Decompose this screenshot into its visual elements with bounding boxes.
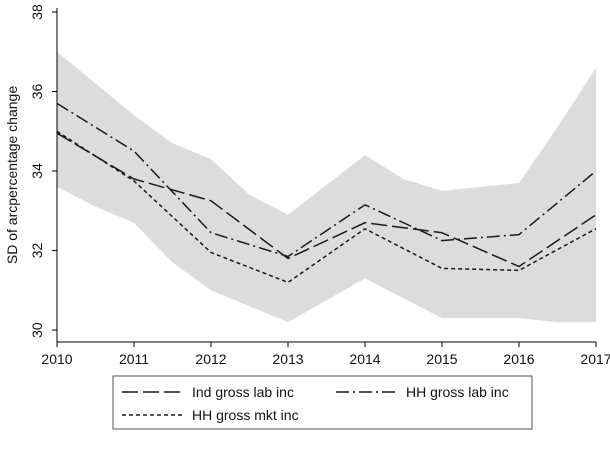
legend-label-1: Ind gross lab inc [192, 384, 294, 400]
series-line-2 [56, 102, 597, 258]
legend-label-3: HH gross mkt inc [192, 407, 299, 423]
legend-label-2: HH gross lab inc [406, 384, 509, 400]
y-axis-ticks: 30 32 34 36 38 [29, 4, 57, 338]
x-tick-label: 2014 [349, 351, 380, 367]
x-tick-label: 2013 [272, 351, 303, 367]
x-tick-label: 2015 [426, 351, 457, 367]
x-axis-ticks: 2010 2011 2012 2013 2014 2015 2016 2017 [41, 342, 610, 367]
x-tick-label: 2010 [41, 351, 72, 367]
y-tick-label: 36 [29, 84, 45, 100]
x-tick-label: 2017 [580, 351, 610, 367]
x-tick-label: 2012 [195, 351, 226, 367]
y-axis-label: SD of arcpercentage change [4, 86, 20, 264]
y-tick-label: 38 [29, 4, 45, 20]
series-line-1 [56, 132, 597, 268]
x-tick-label: 2016 [503, 351, 534, 367]
y-tick-label: 34 [29, 163, 45, 179]
x-tick-label: 2011 [119, 351, 149, 367]
series-layer [56, 102, 597, 284]
y-tick-label: 32 [29, 243, 45, 259]
confidence-band [57, 51, 596, 323]
legend: Ind gross lab inc HH gross lab inc HH gros… [112, 375, 533, 430]
legend-box [112, 375, 533, 430]
y-tick-label: 30 [29, 322, 45, 338]
